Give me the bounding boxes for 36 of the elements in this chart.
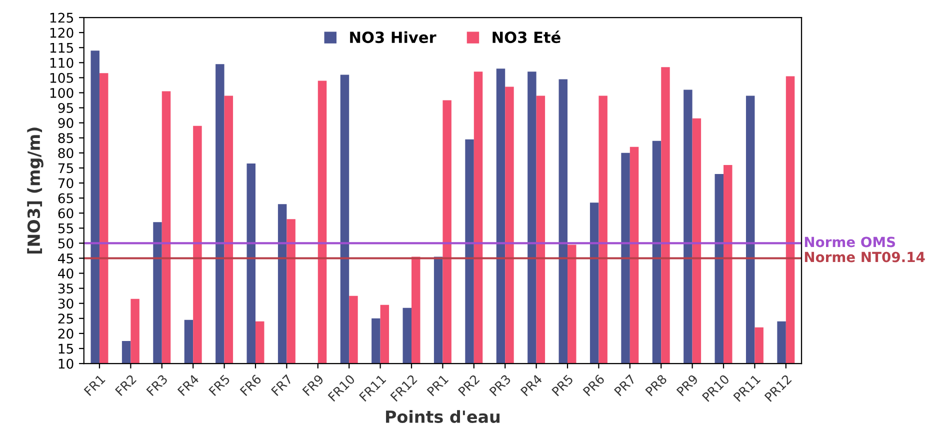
y-tick-label: 90 (58, 118, 74, 128)
y-tick-label: 100 (50, 88, 74, 98)
y-tick-label: 85 (58, 133, 74, 144)
y-tick-label: 115 (50, 43, 74, 53)
ref-line-label: Norme NT09.14 (804, 252, 925, 262)
y-tick-label: 65 (58, 193, 74, 204)
x-tick-label: FR3 (146, 374, 168, 396)
y-tick-label: 25 (58, 314, 74, 324)
x-axis-title: Points d'eau (386, 410, 500, 423)
y-tick-label: 95 (58, 103, 74, 113)
y-tick-label: 105 (50, 72, 74, 83)
y-tick-label: 75 (58, 163, 74, 174)
y-tick-label: 20 (58, 328, 74, 339)
y-axis-title: [NO3] (mg/m) (27, 128, 44, 254)
y-tick-label: 55 (58, 224, 74, 234)
y-tick-label: 70 (58, 178, 74, 188)
x-tick-label: PR1 (426, 374, 449, 396)
y-tick-label: 30 (58, 298, 74, 309)
y-tick-label: 120 (50, 28, 74, 38)
y-tick-label: 40 (58, 268, 74, 278)
legend-label: NO3 Eté (492, 30, 560, 44)
y-tick-label: 125 (50, 12, 74, 23)
x-tick-label: FR2 (114, 374, 137, 396)
x-tick-label: FR1 (84, 374, 106, 396)
y-tick-label: 15 (58, 344, 74, 354)
y-tick-label: 110 (50, 58, 74, 68)
ref-line-label: Norme OMS (804, 236, 896, 248)
x-tick-label: FR9 (302, 374, 324, 396)
y-tick-label: 10 (58, 358, 74, 369)
y-tick-label: 50 (58, 238, 74, 248)
y-tick-label: 60 (58, 208, 74, 218)
legend-label: NO3 Hiver (350, 31, 436, 44)
y-tick-label: 45 (58, 254, 74, 264)
y-tick-label: 35 (58, 284, 74, 294)
x-tick-label: FR4 (177, 374, 200, 396)
y-tick-label: 80 (58, 148, 74, 158)
